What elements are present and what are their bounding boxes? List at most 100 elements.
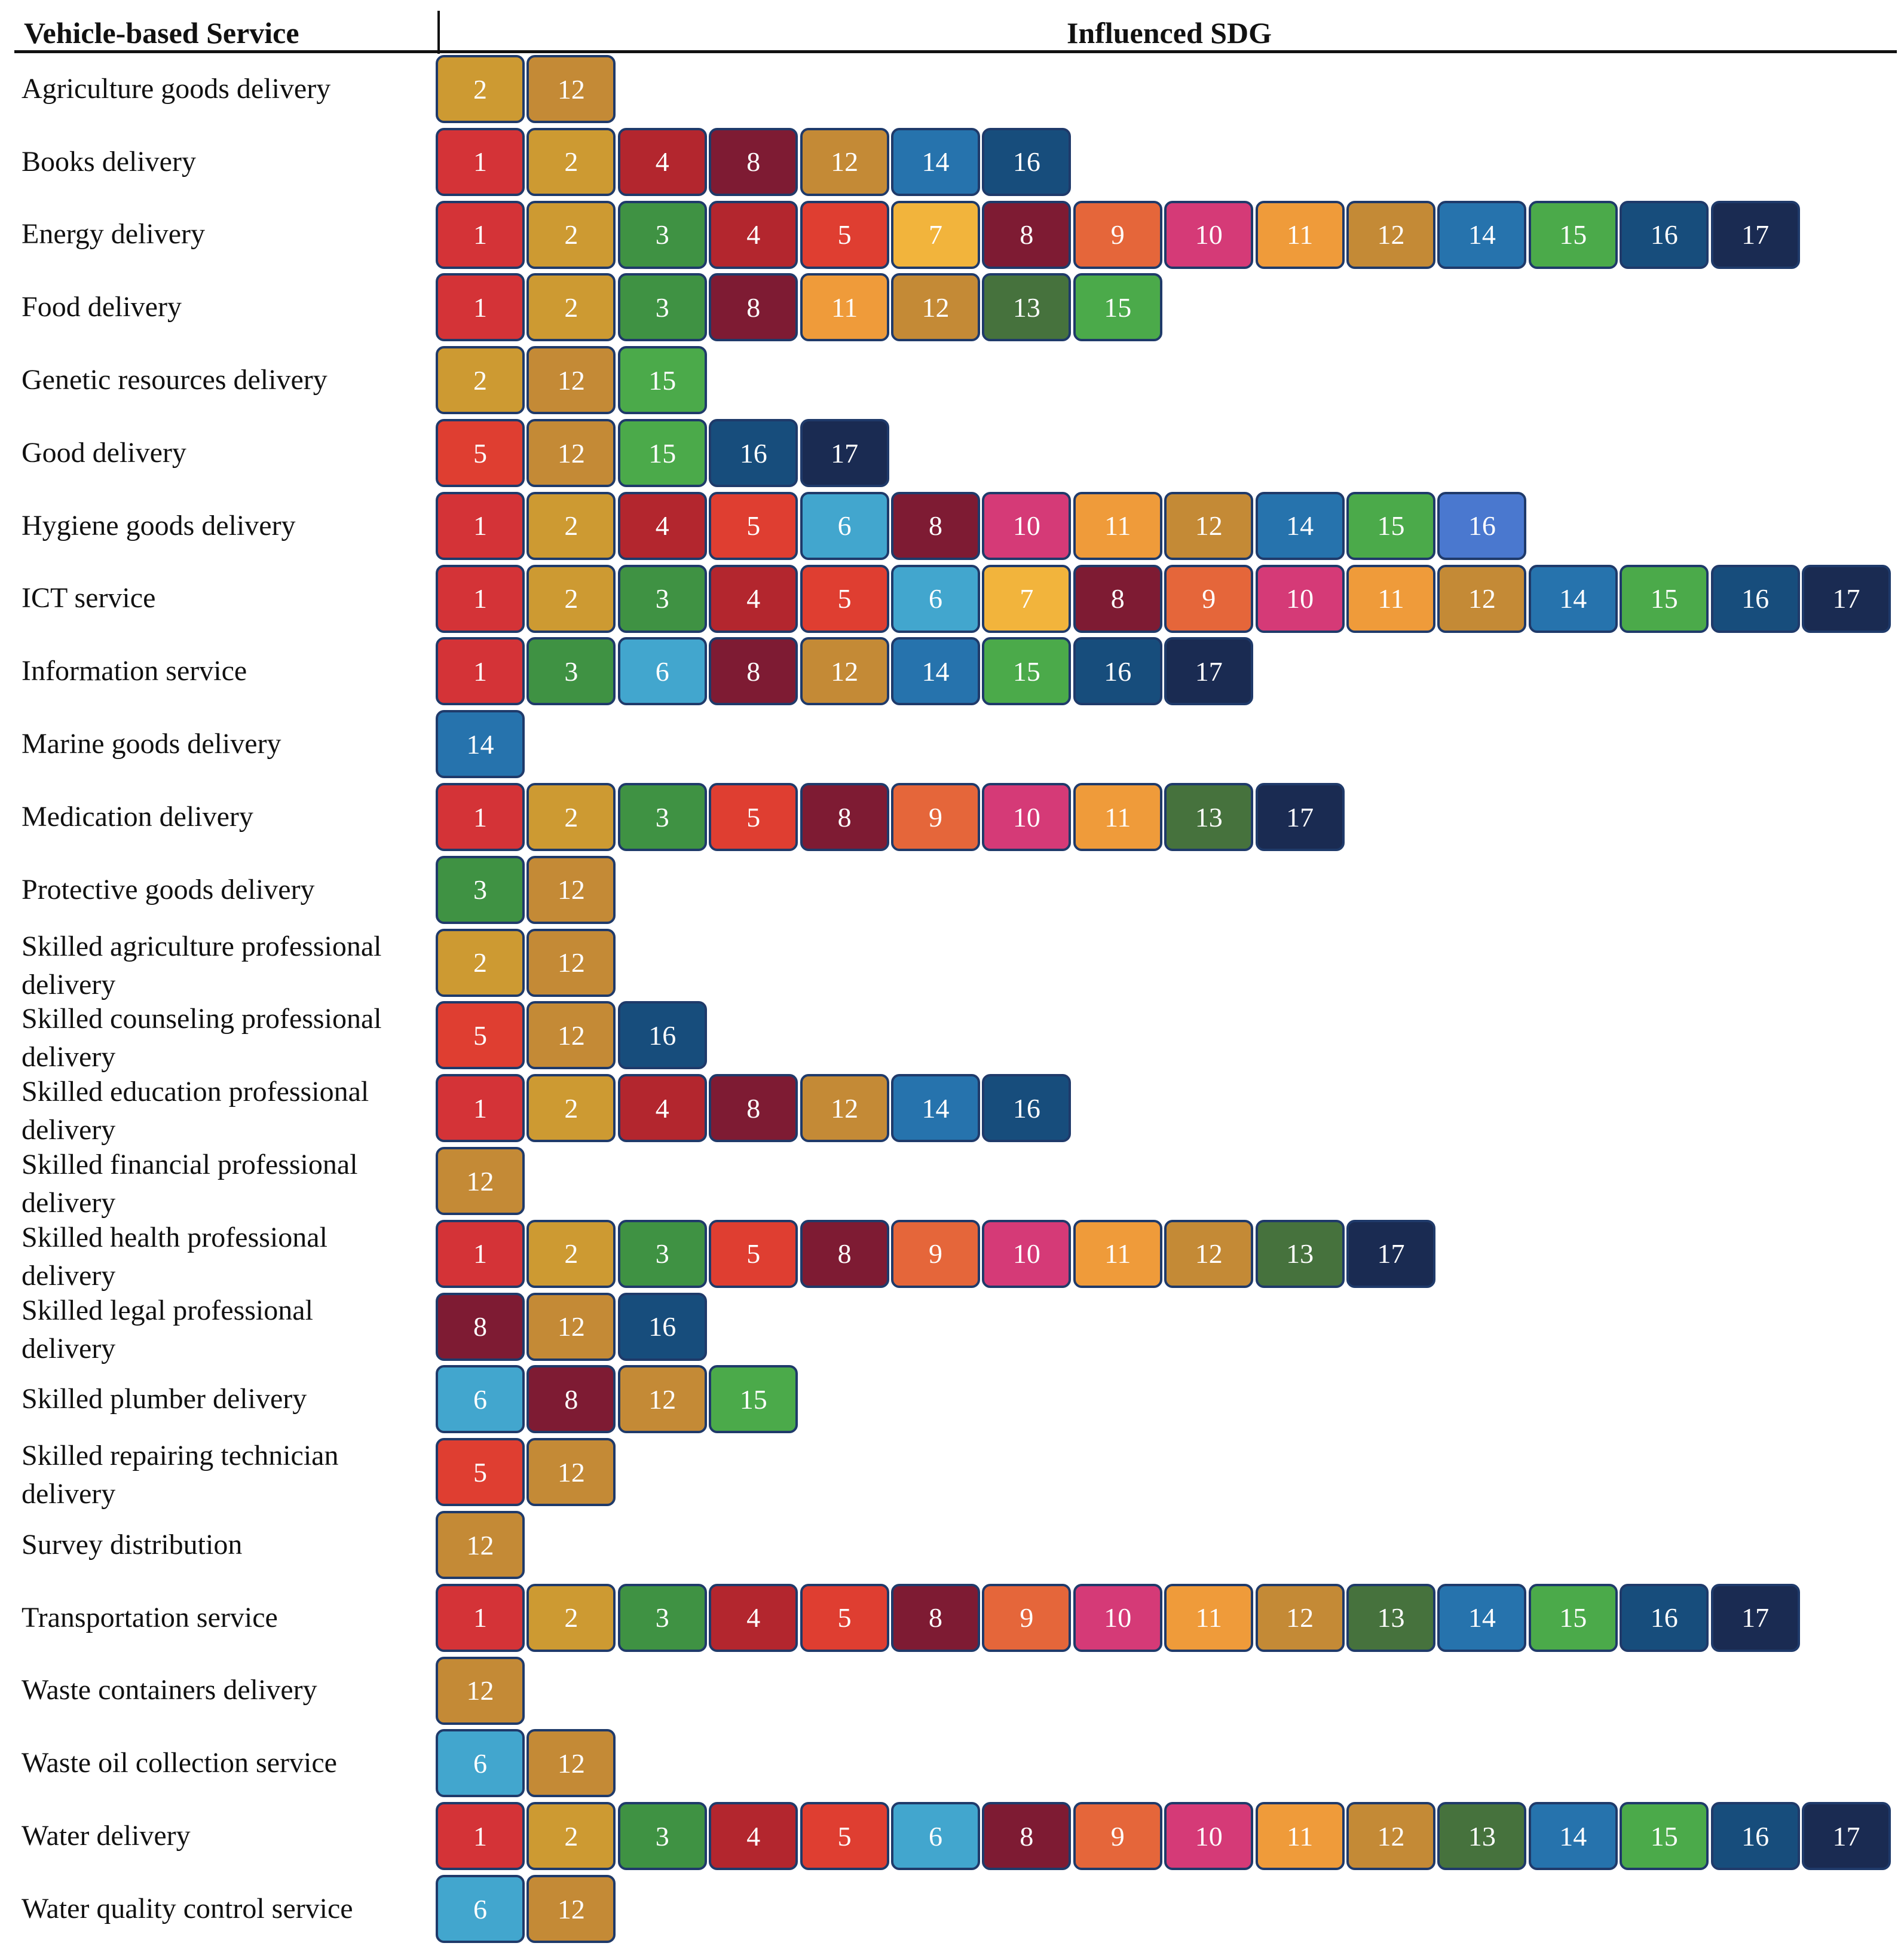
service-name: Food delivery	[22, 291, 182, 323]
table-row: Energy delivery 1 2 3 4 5 7 8 9 10 11 12 14 15 16 17	[0, 198, 1904, 271]
sdg-tile-12: 12	[1437, 564, 1527, 633]
sdg-tile-2: 2	[526, 1802, 616, 1871]
sdg-tile-1: 1	[436, 273, 525, 342]
table-row: Skilled education professional delivery 1 2…	[0, 1072, 1904, 1146]
sdg-tile-17: 17	[1710, 200, 1800, 269]
sdg-tile-5: 5	[800, 1802, 889, 1871]
table-row: Skilled counseling professional delivery 5…	[0, 999, 1904, 1073]
service-name: Waste containers delivery	[22, 1674, 317, 1706]
sdg-tile-10: 10	[1073, 1583, 1162, 1652]
sdg-tile-12: 12	[1346, 1802, 1435, 1871]
sdg-tile-2: 2	[526, 273, 616, 342]
sdg-tile-3: 3	[436, 855, 525, 924]
sdg-tile-2: 2	[526, 200, 616, 269]
service-name: Skilled repairing technician delivery	[22, 1440, 339, 1510]
service-name: Transportation service	[22, 1601, 278, 1633]
sdg-tile-7: 7	[982, 564, 1072, 633]
sdg-tile-15: 15	[1346, 491, 1435, 560]
sdg-tile-13: 13	[982, 273, 1072, 342]
sdg-tile-12: 12	[1164, 491, 1254, 560]
sdg-tile-11: 11	[1346, 564, 1435, 633]
sdg-tile-1: 1	[436, 1802, 525, 1871]
sdg-tile-2: 2	[526, 127, 616, 196]
sdg-tile-14: 14	[891, 1074, 980, 1143]
sdg-tile-1: 1	[436, 200, 525, 269]
sdg-tile-8: 8	[709, 637, 798, 706]
sdg-tile-14: 14	[1255, 491, 1345, 560]
sdg-tile-15: 15	[982, 637, 1072, 706]
service-name: Skilled health professional delivery	[22, 1221, 327, 1292]
sdg-tile-1: 1	[436, 637, 525, 706]
table-row: Marine goods delivery 14	[0, 708, 1904, 781]
sdg-tile-14: 14	[436, 710, 525, 779]
table-row: Skilled financial professional delivery 12	[0, 1145, 1904, 1219]
sdg-tile-4: 4	[617, 491, 707, 560]
sdg-tile-8: 8	[800, 783, 889, 851]
sdg-tile-1: 1	[436, 127, 525, 196]
sdg-tile-8: 8	[526, 1365, 616, 1434]
sdg-tile-13: 13	[1164, 783, 1254, 851]
sdg-tile-11: 11	[1255, 1802, 1345, 1871]
sdg-tile-6: 6	[891, 564, 980, 633]
sdg-tile-3: 3	[617, 1802, 707, 1871]
sdg-tile-8: 8	[1073, 564, 1162, 633]
sdg-tile-11: 11	[1073, 783, 1162, 851]
sdg-tile-17: 17	[1802, 564, 1891, 633]
sdg-tile-3: 3	[526, 637, 616, 706]
sdg-tile-5: 5	[709, 783, 798, 851]
sdg-tile-5: 5	[709, 1219, 798, 1288]
sdg-tile-11: 11	[1164, 1583, 1254, 1652]
sdg-tile-12: 12	[526, 1875, 616, 1943]
service-name: Skilled education professional delivery	[22, 1076, 369, 1146]
sdg-tile-17: 17	[800, 419, 889, 487]
sdg-tile-12: 12	[526, 1001, 616, 1070]
sdg-tile-12: 12	[526, 346, 616, 415]
table-row: Skilled agriculture professional delivery…	[0, 926, 1904, 1000]
sdg-tile-12: 12	[800, 637, 889, 706]
sdg-tile-9: 9	[1073, 200, 1162, 269]
sdg-tile-15: 15	[617, 346, 707, 415]
sdg-tile-4: 4	[709, 564, 798, 633]
table-row: Water quality control service 6 12	[0, 1872, 1904, 1945]
sdg-tile-17: 17	[1255, 783, 1345, 851]
sdg-tile-16: 16	[709, 419, 798, 487]
table-row: Skilled repairing technician delivery 5 12	[0, 1436, 1904, 1510]
sdg-tile-5: 5	[436, 419, 525, 487]
service-name: Good delivery	[22, 436, 186, 469]
sdg-tile-2: 2	[526, 491, 616, 560]
sdg-tile-4: 4	[709, 1802, 798, 1871]
service-name: Marine goods delivery	[22, 728, 281, 760]
sdg-tile-1: 1	[436, 1583, 525, 1652]
sdg-tile-14: 14	[891, 127, 980, 196]
sdg-tile-1: 1	[436, 491, 525, 560]
sdg-tile-9: 9	[1164, 564, 1254, 633]
service-name: Skilled financial professional delivery	[22, 1149, 358, 1219]
sdg-tile-4: 4	[709, 1583, 798, 1652]
sdg-tile-1: 1	[436, 1074, 525, 1143]
sdg-tile-16: 16	[982, 127, 1072, 196]
sdg-tile-4: 4	[617, 127, 707, 196]
sdg-tile-12: 12	[617, 1365, 707, 1434]
service-name: Skilled agriculture professional delivery	[22, 930, 382, 1000]
sdg-tile-15: 15	[1073, 273, 1162, 342]
sdg-tile-8: 8	[800, 1219, 889, 1288]
sdg-tile-17: 17	[1802, 1802, 1891, 1871]
table-row: Genetic resources delivery 2 12 15	[0, 344, 1904, 417]
sdg-tile-9: 9	[891, 1219, 980, 1288]
sdg-tile-13: 13	[1346, 1583, 1435, 1652]
sdg-tile-16: 16	[1620, 200, 1709, 269]
sdg-tile-16: 16	[1710, 1802, 1800, 1871]
sdg-tile-10: 10	[1164, 1802, 1254, 1871]
sdg-tile-12: 12	[800, 127, 889, 196]
sdg-tile-9: 9	[982, 1583, 1072, 1652]
service-name: Skilled counseling professional delivery	[22, 1003, 382, 1073]
table-row: Good delivery 5 12 15 16 17	[0, 417, 1904, 489]
sdg-tile-6: 6	[891, 1802, 980, 1871]
sdg-tile-13: 13	[1255, 1219, 1345, 1288]
sdg-tile-10: 10	[1164, 200, 1254, 269]
header-divider	[437, 11, 440, 54]
table-row: Skilled plumber delivery 6 8 12 15	[0, 1363, 1904, 1436]
sdg-tile-16: 16	[617, 1292, 707, 1361]
sdg-tile-16: 16	[982, 1074, 1072, 1143]
table-row: Books delivery 1 2 4 8 12 14 16	[0, 126, 1904, 198]
